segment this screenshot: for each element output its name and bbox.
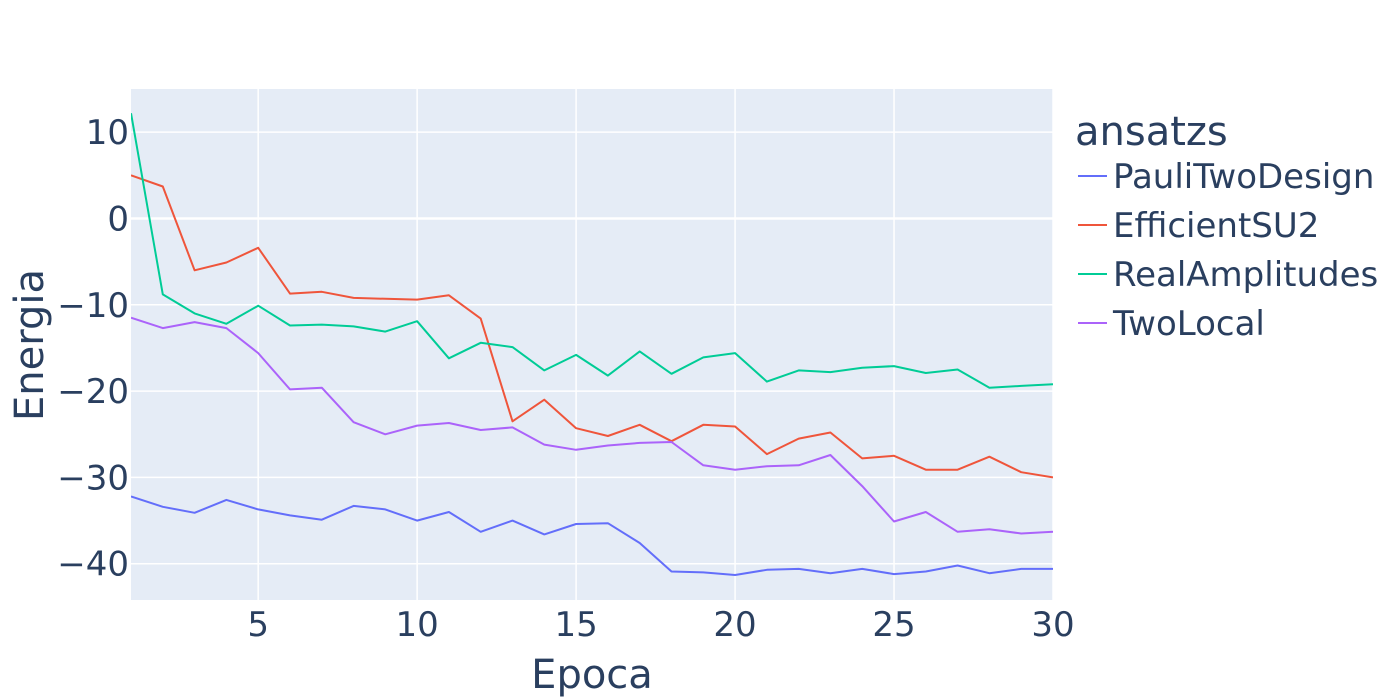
legend-item[interactable]: TwoLocal bbox=[1078, 304, 1265, 344]
y-tick-label: −40 bbox=[57, 545, 129, 585]
grid-lines bbox=[131, 89, 1054, 600]
legend-label: EfficientSU2 bbox=[1113, 206, 1319, 246]
series-line-EfficientSU2 bbox=[131, 174, 1053, 479]
legend: ansatzs PauliTwoDesign EfficientSU2 RealAm… bbox=[1075, 109, 1378, 344]
y-axis-ticks: 10 0 −10 −20 −30 −40 bbox=[57, 113, 129, 585]
y-tick-label: 0 bbox=[107, 199, 129, 239]
x-tick-label: 10 bbox=[396, 605, 439, 645]
y-tick-label: −10 bbox=[57, 286, 129, 326]
x-tick-label: 5 bbox=[247, 605, 269, 645]
y-tick-label: −30 bbox=[57, 458, 129, 498]
series-line-RealAmplitudes bbox=[131, 113, 1053, 389]
x-tick-label: 15 bbox=[554, 605, 597, 645]
y-tick-label: 10 bbox=[86, 113, 129, 153]
series-lines bbox=[131, 113, 1053, 576]
x-tick-label: 30 bbox=[1031, 605, 1074, 645]
series-line-TwoLocal bbox=[131, 316, 1053, 535]
legend-label: TwoLocal bbox=[1112, 304, 1265, 344]
legend-title: ansatzs bbox=[1075, 109, 1228, 155]
x-tick-label: 25 bbox=[872, 605, 915, 645]
legend-item[interactable]: PauliTwoDesign bbox=[1078, 157, 1374, 197]
legend-item[interactable]: RealAmplitudes bbox=[1078, 255, 1378, 295]
legend-item[interactable]: EfficientSU2 bbox=[1078, 206, 1319, 246]
legend-label: PauliTwoDesign bbox=[1113, 157, 1374, 197]
y-axis-title: Energia bbox=[7, 269, 53, 421]
x-axis-title: Epoca bbox=[531, 652, 653, 698]
x-axis-ticks: 5 10 15 20 25 30 bbox=[247, 605, 1074, 645]
legend-label: RealAmplitudes bbox=[1113, 255, 1378, 295]
series-line-PauliTwoDesign bbox=[131, 495, 1053, 576]
y-tick-label: −20 bbox=[57, 372, 129, 412]
x-tick-label: 20 bbox=[713, 605, 756, 645]
